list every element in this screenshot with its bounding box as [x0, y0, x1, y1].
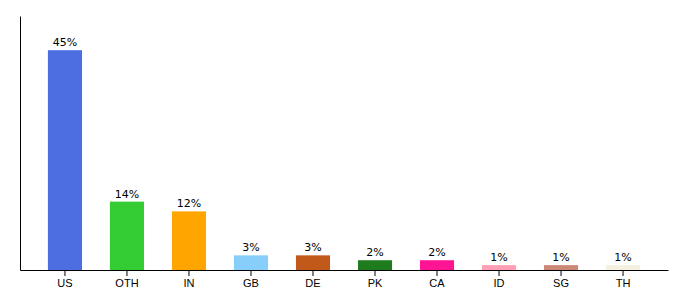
x-tick: OTH [115, 270, 138, 289]
bar [234, 255, 268, 270]
bar [420, 260, 454, 270]
x-tick: GB [243, 270, 259, 289]
bar [48, 50, 82, 270]
x-tick-label: IN [183, 277, 194, 289]
x-tick-mark [437, 270, 438, 276]
x-tick: PK [368, 270, 383, 289]
data-label: 14% [115, 188, 139, 201]
bar [296, 255, 330, 270]
x-tick: IN [183, 270, 194, 289]
data-label: 3% [304, 241, 321, 254]
data-label: 12% [177, 197, 201, 210]
x-axis: US OTH IN GB DE PK CA ID SG TH [21, 270, 669, 289]
data-label: 3% [242, 241, 259, 254]
bar [172, 211, 206, 270]
bar [482, 265, 516, 270]
x-tick-label: CA [429, 277, 445, 289]
x-tick: TH [616, 270, 631, 289]
x-tick-mark [250, 270, 251, 276]
bar [110, 202, 144, 270]
y-axis-line [20, 17, 21, 271]
data-label: 1% [614, 251, 631, 264]
chart: US OTH IN GB DE PK CA ID SG TH 45% 14% 12% 3% 3% 2% 2% 1%… [0, 0, 680, 300]
x-tick-mark [188, 270, 189, 276]
x-tick-label: TH [616, 277, 631, 289]
x-tick-mark [623, 270, 624, 276]
x-tick-label: SG [553, 277, 569, 289]
x-axis-line [21, 270, 669, 271]
data-label: 1% [490, 251, 507, 264]
data-label: 2% [428, 246, 445, 259]
x-tick-mark [126, 270, 127, 276]
x-tick: CA [429, 270, 445, 289]
x-tick: ID [494, 270, 505, 289]
x-tick-label: DE [305, 277, 320, 289]
bars [48, 50, 640, 270]
x-tick-label: PK [368, 277, 383, 289]
data-label: 2% [366, 246, 383, 259]
x-tick: DE [305, 270, 320, 289]
y-axis [20, 17, 21, 271]
bar [544, 265, 578, 270]
x-tick-mark [375, 270, 376, 276]
x-tick-label: US [57, 277, 72, 289]
data-label: 1% [552, 251, 569, 264]
plot: US OTH IN GB DE PK CA ID SG TH 45% 14% 12% 3% 3% 2% 2% 1%… [21, 17, 669, 289]
data-label: 45% [53, 36, 77, 49]
bar [358, 260, 392, 270]
x-tick-mark [312, 270, 313, 276]
bar [606, 265, 640, 270]
x-tick-mark [561, 270, 562, 276]
x-tick: US [57, 270, 72, 289]
x-tick-label: OTH [115, 277, 138, 289]
x-tick-label: ID [494, 277, 505, 289]
x-tick-label: GB [243, 277, 259, 289]
data-labels: 45% 14% 12% 3% 3% 2% 2% 1% 1% 1% [53, 36, 632, 264]
x-tick-mark [499, 270, 500, 276]
x-tick-mark [64, 270, 65, 276]
x-tick: SG [553, 270, 569, 289]
